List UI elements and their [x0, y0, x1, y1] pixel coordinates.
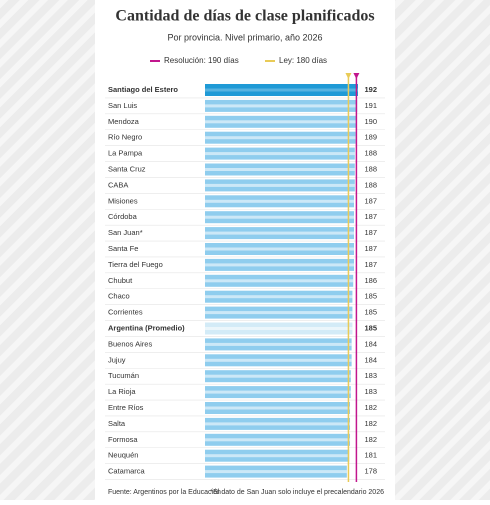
value-label: 186 — [364, 276, 377, 285]
bar-stripe — [205, 454, 350, 458]
value-label: 184 — [364, 339, 377, 348]
value-label: 187 — [364, 196, 377, 205]
category-label: Misiones — [108, 196, 138, 205]
category-label: Chubut — [108, 276, 133, 285]
value-label: 185 — [364, 292, 377, 301]
bar-stripe — [205, 438, 351, 442]
category-label: La Pampa — [108, 149, 143, 158]
bar-stripe — [205, 374, 351, 378]
bar-stripe — [205, 152, 355, 156]
chart-title: Cantidad de días de clase planificados — [115, 8, 374, 25]
category-label: San Luis — [108, 101, 137, 110]
bar-stripe — [205, 279, 354, 283]
bar-stripe — [205, 263, 355, 267]
bar-stripe — [205, 422, 351, 426]
category-label: Santa Cruz — [108, 164, 146, 173]
value-label: 191 — [364, 101, 377, 110]
category-label: Mendoza — [108, 117, 140, 126]
bar-stripe — [205, 247, 355, 251]
category-label: Tierra del Fuego — [108, 260, 163, 269]
reference-marker — [345, 73, 352, 79]
category-label: Santa Fe — [108, 244, 138, 253]
value-label: 189 — [364, 133, 377, 142]
reference-marker — [353, 73, 360, 79]
category-label: Buenos Aires — [108, 339, 152, 348]
legend-label: Ley: 180 días — [279, 56, 327, 65]
value-label: 190 — [364, 117, 377, 126]
category-label: Argentina (Promedio) — [108, 323, 185, 332]
value-label: 181 — [364, 451, 377, 460]
source: Fuente: Argentinos por la Educación — [108, 489, 221, 496]
value-label: 182 — [364, 435, 377, 444]
legend-label: Resolución: 190 días — [164, 56, 239, 65]
value-label: 187 — [364, 244, 377, 253]
category-label: Jujuy — [108, 355, 126, 364]
bar — [205, 84, 358, 96]
value-label: 184 — [364, 355, 377, 364]
category-label: CABA — [108, 180, 128, 189]
category-label: Tucumán — [108, 371, 139, 380]
bar-stripe — [205, 295, 353, 299]
category-label: Córdoba — [108, 212, 138, 221]
category-label: Corrientes — [108, 308, 143, 317]
category-label: La Rioja — [108, 387, 136, 396]
value-label: 183 — [364, 371, 377, 380]
bar-stripe — [205, 311, 353, 315]
category-label: Catamarca — [108, 467, 146, 476]
bar-stripe — [205, 104, 358, 108]
category-label: Neuquén — [108, 451, 138, 460]
value-label: 182 — [364, 419, 377, 428]
value-label: 188 — [364, 164, 377, 173]
category-label: Río Negro — [108, 133, 142, 142]
bar-stripe — [205, 168, 355, 171]
value-label: 187 — [364, 212, 377, 221]
bar-stripe — [205, 390, 351, 394]
category-label: Entre Ríos — [108, 403, 144, 412]
value-label: 183 — [364, 387, 377, 396]
bar-stripe — [205, 358, 352, 362]
category-label: Chaco — [108, 292, 130, 301]
bar-stripe — [205, 406, 351, 410]
value-label: 182 — [364, 403, 377, 412]
chart-subtitle: Por provincia. Nivel primario, año 2026 — [167, 32, 322, 42]
note: *El dato de San Juan solo incluye el pre… — [210, 489, 384, 496]
bar-stripe — [205, 136, 356, 140]
category-label: San Juan* — [108, 228, 143, 237]
bar-stripe — [205, 231, 355, 235]
bar-stripe — [205, 470, 347, 474]
value-label: 185 — [364, 308, 377, 317]
bar-stripe — [205, 342, 352, 346]
category-label: Salta — [108, 419, 126, 428]
value-label: 178 — [364, 467, 377, 476]
bar-stripe — [205, 120, 357, 124]
bar-stripe — [205, 327, 353, 330]
bar-stripe — [205, 215, 355, 219]
value-label: 188 — [364, 180, 377, 189]
value-label: 188 — [364, 149, 377, 158]
bar-stripe — [205, 183, 355, 187]
value-label: 187 — [364, 260, 377, 269]
category-label: Santiago del Estero — [108, 85, 178, 94]
category-label: Formosa — [108, 435, 138, 444]
value-label: 185 — [364, 323, 377, 332]
value-label: 192 — [364, 85, 377, 94]
value-label: 187 — [364, 228, 377, 237]
bar-stripe — [205, 199, 355, 203]
bar-stripe — [205, 88, 358, 92]
